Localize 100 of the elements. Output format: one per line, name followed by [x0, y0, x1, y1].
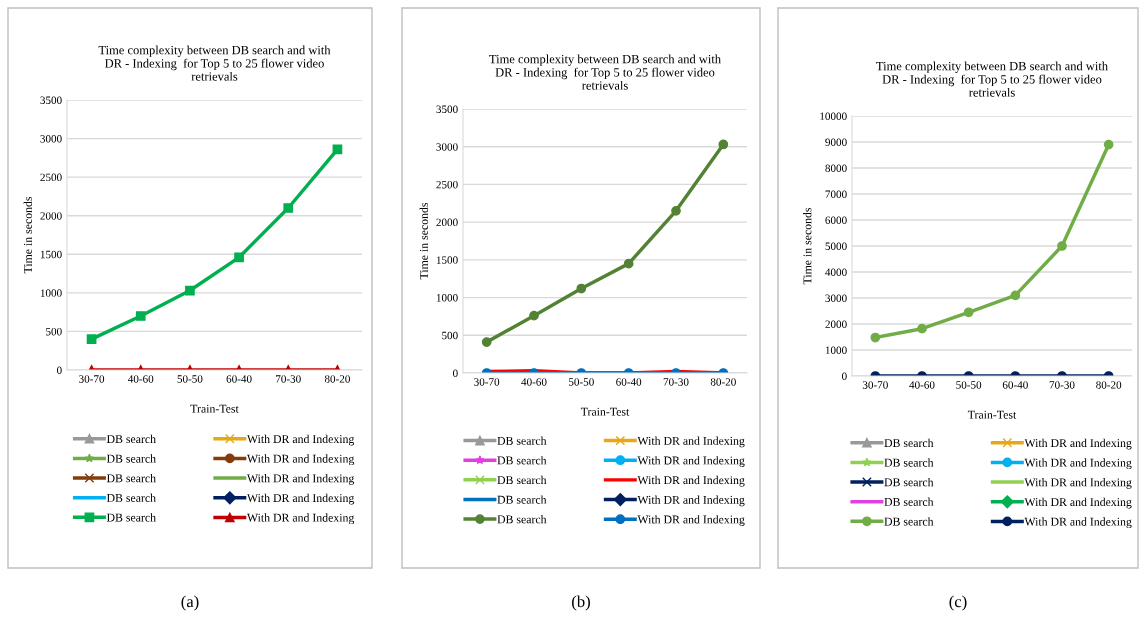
y-tick-label: 3000 [436, 143, 458, 151]
y-axis-title: Time in seconds [23, 196, 32, 274]
legend-label: With DR and Indexing [246, 474, 355, 485]
y-tick-label: 1500 [40, 250, 62, 259]
point [481, 337, 492, 347]
y-tick-label: 500 [46, 327, 62, 336]
x-tick-label: 50-50 [956, 381, 982, 389]
legend-label: DB search [884, 517, 934, 526]
x-axis-title: Train-Test [190, 404, 239, 413]
y-tick-label: 5000 [825, 242, 847, 250]
y-tick-label: 10000 [820, 112, 847, 120]
y-tick-label: 6000 [825, 216, 847, 224]
legend-label: DB search [884, 477, 934, 487]
y-tick-label: 500 [442, 331, 458, 340]
legend-label: DB search [884, 497, 934, 506]
x-tick-label: 70-30 [276, 375, 301, 383]
legend-label: With DR and Indexing [1024, 497, 1132, 509]
point [529, 310, 539, 321]
y-tick-label: 0 [57, 366, 62, 374]
legend-label: DB search [106, 493, 156, 502]
point [671, 205, 681, 216]
y-tick-label: 8000 [825, 164, 847, 172]
legend-label: DB search [106, 454, 156, 463]
legend-label: DB search [884, 438, 934, 448]
y-tick-label: 1500 [436, 256, 458, 264]
legend-label: With DR and Indexing [637, 495, 745, 507]
y-tick-label: 1000 [825, 346, 847, 354]
legend-label: With DR and Indexing [637, 456, 745, 467]
point [1010, 290, 1021, 301]
legend-label: With DR and Indexing [637, 475, 745, 487]
x-tick-label: 40-60 [521, 378, 547, 386]
point [234, 252, 244, 263]
y-tick-label: 2500 [436, 180, 458, 189]
y-tick-label: 2000 [825, 320, 847, 328]
legend-label: DB search [497, 475, 547, 485]
point [185, 285, 195, 296]
legend-label: With DR and Indexing [246, 493, 355, 505]
y-tick-label: 1000 [40, 289, 62, 297]
legend-label: DB search [884, 458, 934, 467]
y-tick-label: 3000 [40, 135, 62, 143]
y-tick-label: 3500 [40, 96, 62, 104]
y-tick-label: 2500 [40, 173, 62, 182]
y-tick-label: 1000 [436, 294, 458, 302]
y-tick-label: 9000 [825, 138, 847, 146]
x-tick-label: 30-70 [79, 375, 105, 383]
y-tick-label: 3000 [825, 294, 847, 302]
y-tick-label: 0 [453, 369, 458, 377]
x-tick-label: 30-70 [862, 381, 888, 389]
x-tick-label: 40-60 [128, 375, 154, 383]
point [576, 283, 587, 294]
x-tick-label: 80-20 [1096, 381, 1122, 389]
point [1057, 241, 1067, 251]
x-tick-label: 30-70 [474, 378, 500, 386]
x-tick-label: 60-40 [616, 378, 642, 386]
y-tick-label: 2000 [436, 218, 458, 227]
legend-label: DB search [497, 515, 547, 524]
legend-label: With DR and Indexing [1024, 478, 1132, 489]
x-tick-label: 80-20 [710, 378, 736, 386]
legend-label: DB search [106, 434, 156, 444]
x-tick-label: 60-40 [226, 375, 252, 383]
legend-label: With DR and Indexing [1024, 517, 1132, 529]
x-tick-label: 50-50 [177, 375, 203, 383]
legend-label: DB search [106, 473, 156, 483]
legend-label: With DR and Indexing [246, 513, 355, 525]
y-axis-title: Time in seconds [803, 207, 812, 285]
x-tick-label: 50-50 [569, 378, 594, 386]
text: (b) [572, 595, 590, 611]
point [870, 332, 881, 343]
legend-label: With DR and Indexing [246, 434, 355, 446]
x-tick-label: 70-30 [663, 378, 689, 386]
point [623, 258, 634, 269]
x-tick-label: 40-60 [909, 381, 935, 389]
legend-label: With DR and Indexing [1024, 458, 1132, 470]
legend-label: DB search [497, 495, 547, 504]
legend-label: With DR and Indexing [637, 436, 745, 448]
legend-label: DB search [106, 513, 156, 522]
text: (c) [949, 595, 967, 611]
x-axis-title: Train-Test [580, 407, 630, 416]
y-tick-label: 2000 [40, 212, 62, 220]
legend-label: DB search [497, 436, 547, 445]
legend-label: DB search [497, 456, 547, 465]
y-tick-label: 3500 [436, 105, 458, 113]
point [283, 203, 294, 213]
legend-label: With DR and Indexing [246, 454, 355, 466]
point [917, 323, 927, 334]
text: (a) [181, 595, 199, 611]
legend-label: With DR and Indexing [637, 515, 745, 526]
chart-title: Time complexity between DB search and with DR - Indexing for Top 5 to 25 flower video retrievals [98, 45, 331, 81]
y-axis-title: Time in seconds [419, 202, 428, 280]
chart-title: Time complexity between DB search and with DR - Indexing for Top 5 to 25 flower video retrievals [489, 54, 721, 90]
point [718, 139, 729, 150]
x-axis-title: Train-Test [967, 410, 1017, 419]
y-tick-label: 7000 [825, 190, 847, 198]
x-tick-label: 70-30 [1049, 381, 1075, 389]
point [963, 307, 974, 318]
legend-label: With DR and Indexing [1024, 438, 1132, 450]
y-tick-label: 0 [842, 372, 847, 380]
point [135, 311, 146, 321]
chart-title: Time complexity between DB search and with DR - Indexing for Top 5 to 25 flower video retrievals [876, 61, 1108, 97]
x-tick-label: 60-40 [1002, 381, 1028, 389]
